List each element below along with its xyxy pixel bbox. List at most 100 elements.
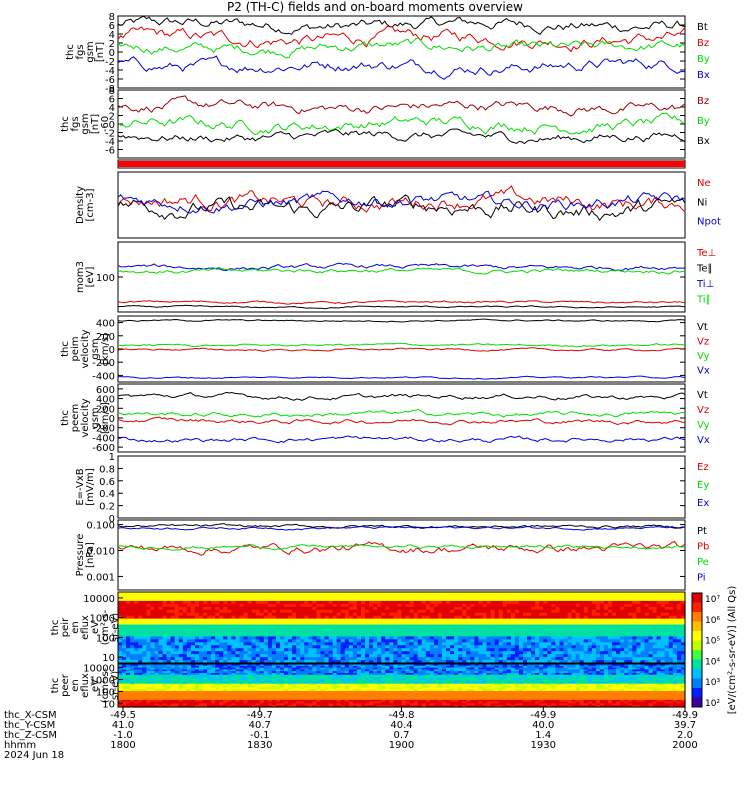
heatmap-cell — [514, 630, 520, 635]
heatmap-cell — [446, 600, 451, 605]
heatmap-cell — [466, 636, 471, 640]
heatmap-cell — [344, 657, 350, 661]
heatmap-cell — [624, 627, 629, 632]
heatmap-cell — [328, 667, 334, 670]
heatmap-cell — [470, 648, 475, 652]
heatmap-cell — [170, 685, 176, 688]
heatmap-cell — [356, 600, 362, 605]
y-tick-label: -8 — [105, 84, 115, 95]
heatmap-cell — [680, 648, 686, 652]
heatmap-cell — [340, 630, 346, 635]
heatmap-cell — [348, 621, 354, 626]
heatmap-cell — [527, 621, 532, 626]
heatmap-cell — [170, 664, 176, 667]
heatmap-cell — [595, 609, 601, 614]
y-axis-label: gsm — [90, 338, 101, 359]
heatmap-cell — [304, 685, 309, 688]
heatmap-cell — [275, 624, 281, 629]
heatmap-cell — [174, 669, 180, 672]
heatmap-cell — [174, 609, 180, 614]
heatmap-cell — [523, 648, 528, 652]
heatmap-cell — [215, 680, 220, 683]
heatmap-cell — [243, 606, 249, 611]
heatmap-cell — [166, 690, 172, 694]
heatmap-cell — [595, 594, 601, 599]
heatmap-cell — [235, 672, 241, 676]
heatmap-cell — [312, 657, 318, 661]
heatmap-cell — [182, 705, 188, 708]
heatmap-cell — [239, 600, 245, 605]
y-tick-label: -4 — [105, 137, 115, 148]
heatmap-cell — [158, 678, 164, 681]
heatmap-cell — [203, 680, 208, 683]
heatmap-cell — [142, 657, 147, 661]
y-tick-label: -200 — [92, 424, 115, 435]
heatmap-cell — [442, 600, 447, 605]
heatmap-cell — [162, 618, 168, 623]
heatmap-cell — [409, 645, 415, 649]
heatmap-cell — [393, 645, 399, 649]
heatmap-cell — [531, 615, 536, 620]
heatmap-cell — [231, 690, 237, 694]
heatmap-cell — [150, 681, 156, 685]
heatmap-cell — [320, 654, 326, 658]
heatmap-cell — [174, 676, 180, 679]
heatmap-cell — [284, 600, 289, 605]
heatmap-cell — [648, 648, 654, 652]
heatmap-cell — [288, 621, 293, 626]
heatmap-cell — [263, 639, 269, 643]
heatmap-cell — [142, 618, 147, 623]
heatmap-cell — [182, 627, 188, 632]
heatmap-cell — [138, 594, 143, 599]
heatmap-cell — [336, 705, 342, 708]
heatmap-cell — [227, 696, 232, 699]
heatmap-cell — [648, 606, 654, 611]
heatmap-cell — [599, 627, 605, 632]
heatmap-cell — [555, 657, 561, 661]
heatmap-cell — [579, 621, 585, 626]
heatmap-cell — [166, 665, 172, 669]
heatmap-cell — [563, 600, 569, 605]
heatmap-cell — [146, 667, 151, 670]
heatmap-cell — [498, 615, 504, 620]
heatmap-cell — [636, 597, 642, 602]
heatmap-cell — [624, 630, 629, 635]
heatmap-cell — [361, 609, 366, 614]
heatmap-cell — [466, 642, 471, 646]
heatmap-cell — [263, 592, 269, 596]
heatmap-cell — [344, 630, 350, 635]
heatmap-cell — [150, 624, 156, 629]
heatmap-cell — [239, 606, 245, 611]
heatmap-cell — [648, 600, 654, 605]
heatmap-cell — [292, 687, 297, 690]
heatmap-cell — [259, 600, 265, 605]
heatmap-cell — [130, 667, 135, 670]
heatmap-cell — [539, 609, 544, 614]
heatmap-cell — [421, 630, 427, 635]
heatmap-cell — [454, 592, 459, 596]
heatmap-cell — [680, 654, 686, 658]
heatmap-cell — [328, 600, 334, 605]
y-tick-label: 10 — [102, 699, 115, 710]
heatmap-cell — [595, 657, 601, 661]
heatmap-cell — [190, 639, 196, 643]
heatmap-cell — [231, 612, 237, 617]
heatmap-cell — [458, 627, 463, 632]
heatmap-cell — [498, 597, 504, 602]
heatmap-cell — [239, 689, 245, 692]
heatmap-cell — [664, 597, 670, 602]
heatmap-cell — [182, 639, 188, 643]
heatmap-cell — [215, 664, 220, 667]
heatmap-cell — [352, 636, 358, 640]
heatmap-cell — [275, 698, 281, 701]
heatmap-cell — [199, 592, 204, 596]
heatmap-cell — [182, 633, 188, 637]
heatmap-cell — [599, 645, 605, 649]
heatmap-cell — [239, 592, 245, 596]
heatmap-cell — [397, 645, 403, 649]
heatmap-cell — [620, 609, 625, 614]
heatmap-cell — [239, 698, 245, 701]
heatmap-cell — [514, 597, 520, 602]
heatmap-cell — [190, 701, 196, 705]
heatmap-cell — [571, 639, 577, 643]
